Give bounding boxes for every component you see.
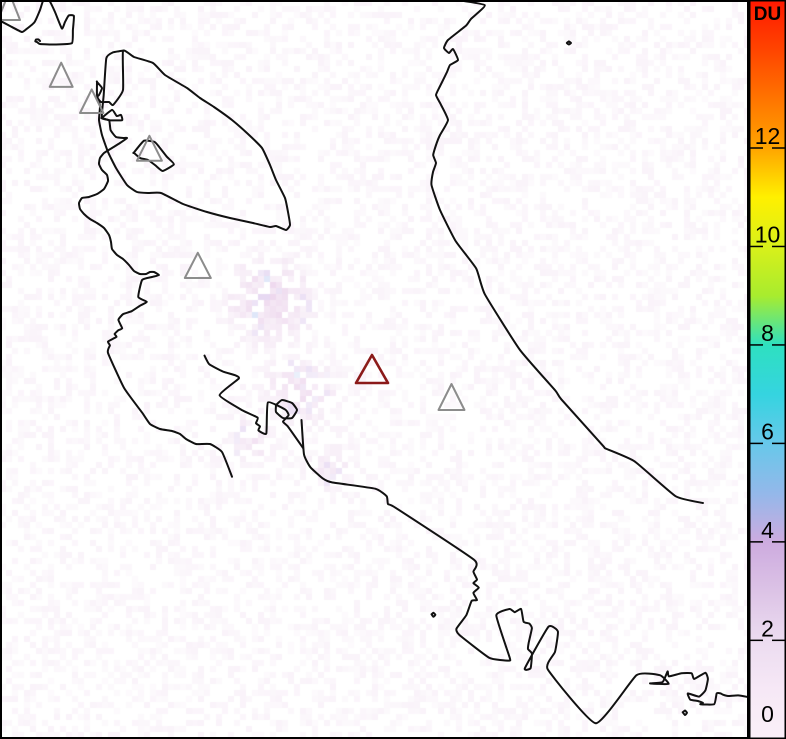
svg-text:12: 12 xyxy=(755,123,781,149)
svg-text:2: 2 xyxy=(761,615,774,641)
svg-text:0: 0 xyxy=(761,701,774,727)
svg-text:10: 10 xyxy=(755,221,781,247)
svg-text:6: 6 xyxy=(761,418,774,444)
svg-text:4: 4 xyxy=(761,517,774,543)
svg-text:8: 8 xyxy=(761,320,774,346)
svg-text:DU: DU xyxy=(754,4,781,25)
